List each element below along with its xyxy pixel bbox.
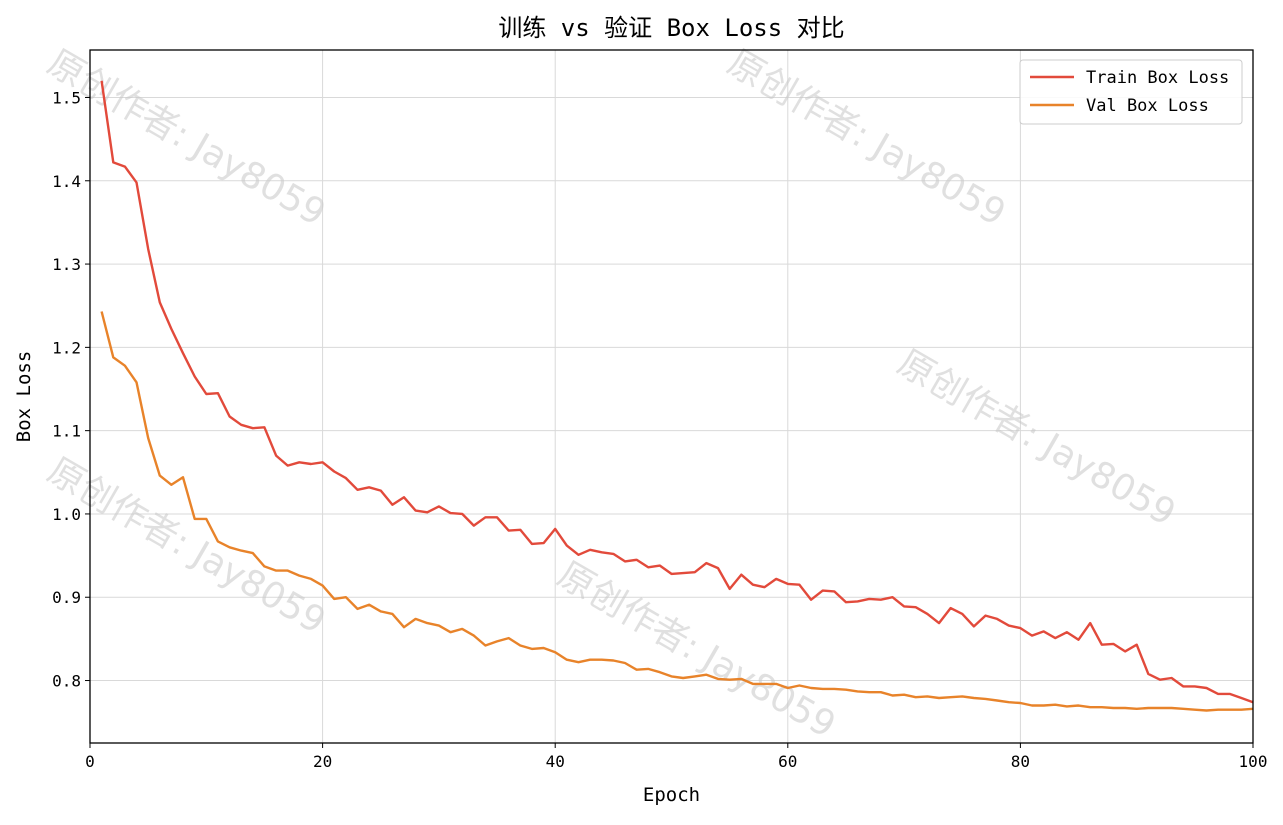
x-tick-label: 60 — [778, 752, 797, 771]
y-tick-label: 0.9 — [52, 588, 81, 607]
y-tick-label: 1.5 — [52, 88, 81, 107]
legend-box — [1019, 59, 1243, 125]
watermark-text: 原创作者: Jay8059 — [891, 342, 1183, 534]
legend: Train Box Loss Val Box Loss — [1019, 59, 1243, 125]
series-layer — [100, 80, 1254, 712]
y-tick-label: 0.8 — [52, 672, 81, 691]
watermark-text: 原创作者: Jay8059 — [41, 42, 333, 234]
x-tick-label: 0 — [85, 752, 95, 771]
y-tick-label: 1.2 — [52, 338, 81, 357]
plot-frame — [89, 49, 1254, 744]
tick-layer: 0 20 40 60 80 100 0.8 0.9 1.0 1.1 1.2 1.3 1.4 1.5 — [52, 88, 1267, 771]
legend-label: Train Box Loss — [1086, 68, 1229, 88]
watermark-text: 原创作者: Jay8059 — [41, 450, 333, 642]
y-tick-label: 1.3 — [52, 255, 81, 274]
x-axis-label: Epoch — [643, 784, 700, 806]
chart-title: 训练 vs 验证 Box Loss 对比 — [498, 14, 844, 42]
x-tick-label: 20 — [313, 752, 332, 771]
y-axis-label: Box Loss — [13, 351, 35, 443]
watermark-text: 原创作者: Jay8059 — [721, 42, 1013, 234]
legend-label: Val Box Loss — [1086, 96, 1209, 116]
y-tick-label: 1.1 — [52, 422, 81, 441]
y-tick-label: 1.4 — [52, 172, 81, 191]
x-tick-label: 100 — [1239, 752, 1268, 771]
series-line-val — [100, 311, 1254, 712]
x-tick-label: 40 — [546, 752, 565, 771]
watermark-text: 原创作者: Jay8059 — [551, 554, 843, 746]
series-line-train — [100, 80, 1254, 704]
y-tick-label: 1.0 — [52, 505, 81, 524]
x-tick-label: 80 — [1011, 752, 1030, 771]
